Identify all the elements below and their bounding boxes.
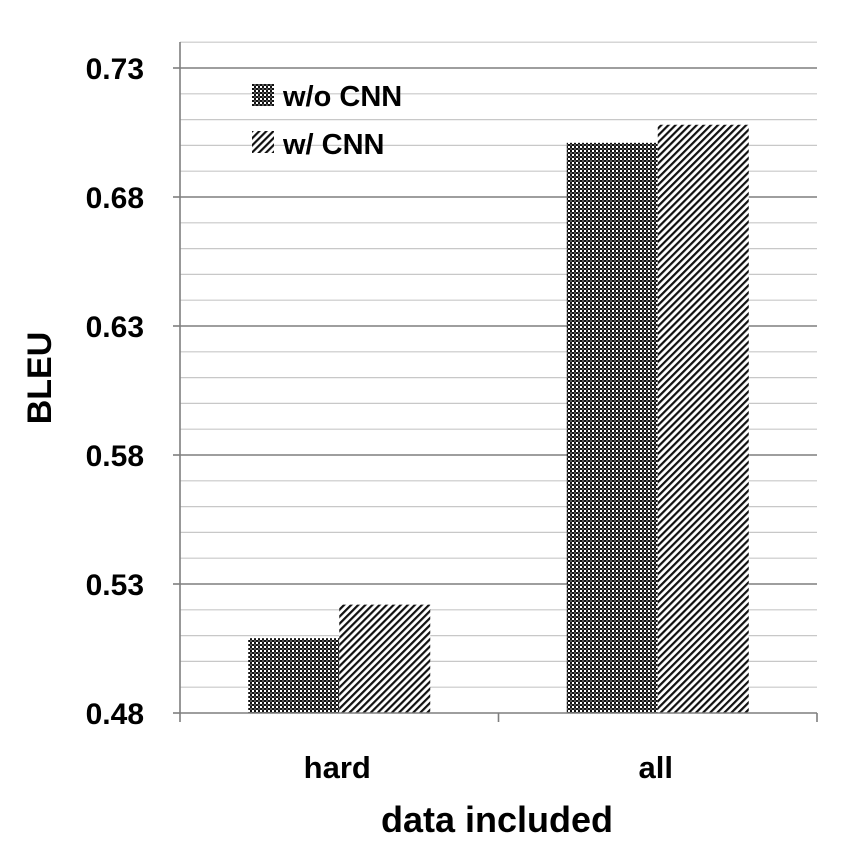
y-tick-label: 0.68 [86, 182, 144, 215]
y-tick-label: 0.73 [86, 53, 144, 86]
y-tick-labels: 0.48 0.53 0.58 0.63 0.68 0.73 [86, 53, 144, 731]
bar-w-o-cnn-hard [248, 638, 340, 713]
y-tick-label: 0.63 [86, 311, 144, 344]
x-tick-labels: hard all [304, 750, 673, 785]
legend-label-w-cnn: w/ CNN [282, 129, 385, 161]
x-tick-label-hard: hard [304, 750, 371, 785]
axes [173, 42, 818, 722]
y-tick-label: 0.58 [86, 440, 144, 473]
bars [248, 124, 749, 713]
legend-label-w-o-cnn: w/o CNN [282, 81, 402, 113]
bar-w-o-cnn-all [566, 142, 658, 713]
y-tick-label: 0.53 [86, 569, 144, 602]
legend: w/o CNN w/ CNN [252, 81, 402, 161]
legend-swatch-w-o-cnn [252, 84, 274, 106]
x-axis-label: data included [381, 799, 613, 840]
bar-w-cnn-all [657, 124, 749, 713]
x-tick-label-all: all [639, 750, 673, 785]
bar-w-cnn-hard [339, 604, 431, 713]
legend-swatch-w-cnn [252, 131, 274, 153]
y-axis-label: BLEU [21, 332, 59, 425]
y-tick-label: 0.48 [86, 698, 144, 731]
